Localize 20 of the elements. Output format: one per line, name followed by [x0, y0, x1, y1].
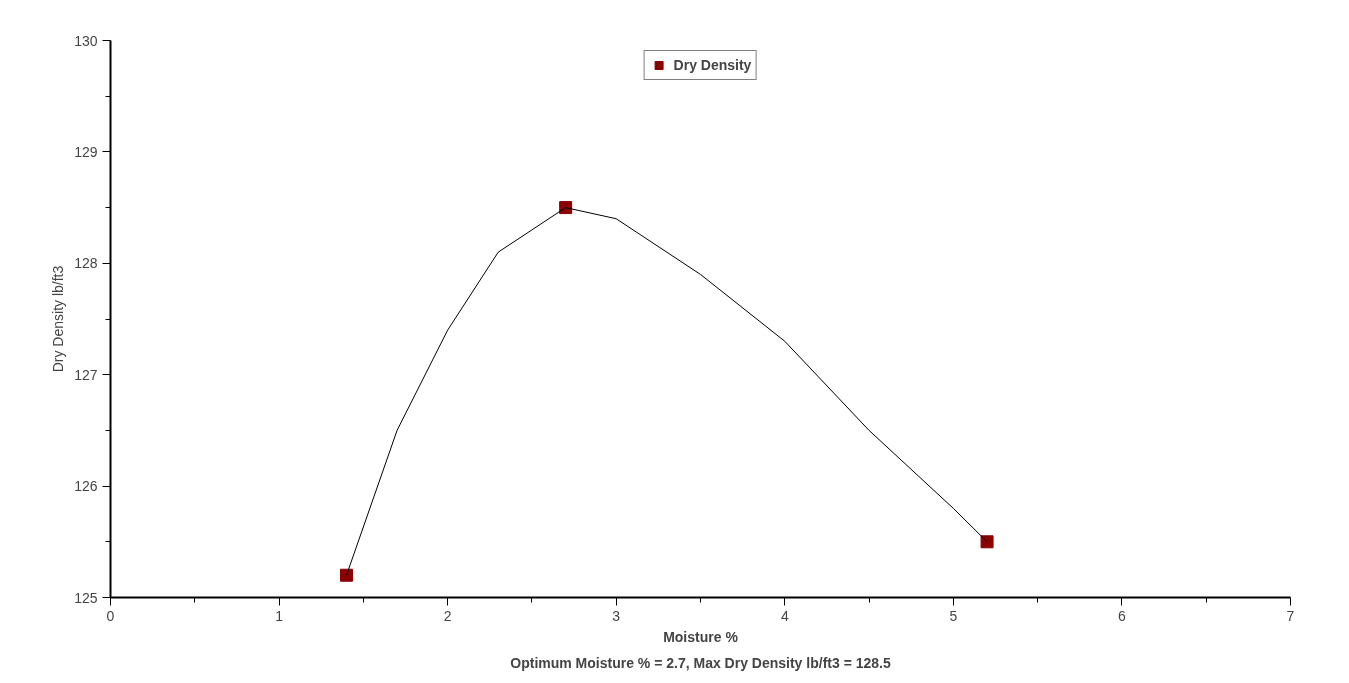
y-tick-label: 129 [74, 143, 98, 160]
y-tick-label: 126 [74, 478, 98, 495]
x-tick-label: 3 [612, 607, 621, 624]
y-tick-label: 130 [74, 32, 98, 49]
x-tick-label: 4 [780, 607, 789, 624]
text: Optimum Moisture % = 2.7, Max Dry Density lb/ft3 = 128.5 [510, 654, 891, 671]
y-tick-label: 125 [74, 589, 98, 606]
x-tick-label: 0 [106, 607, 115, 624]
x-axis-title: Moisture % [663, 628, 739, 645]
x-tick-label: 7 [1286, 607, 1295, 624]
y-tick-label: 128 [74, 255, 98, 272]
x-tick-label: 1 [275, 607, 284, 624]
legend-label: Dry Density [673, 57, 752, 73]
y-axis-title: Dry Density lb/ft3 [50, 265, 67, 373]
x-tick-label: 2 [443, 607, 452, 624]
point [340, 568, 353, 582]
x-tick-label: 5 [949, 607, 958, 624]
y-tick-label: 127 [74, 366, 98, 383]
point [980, 535, 994, 549]
x-tick-label: 6 [1118, 607, 1127, 624]
